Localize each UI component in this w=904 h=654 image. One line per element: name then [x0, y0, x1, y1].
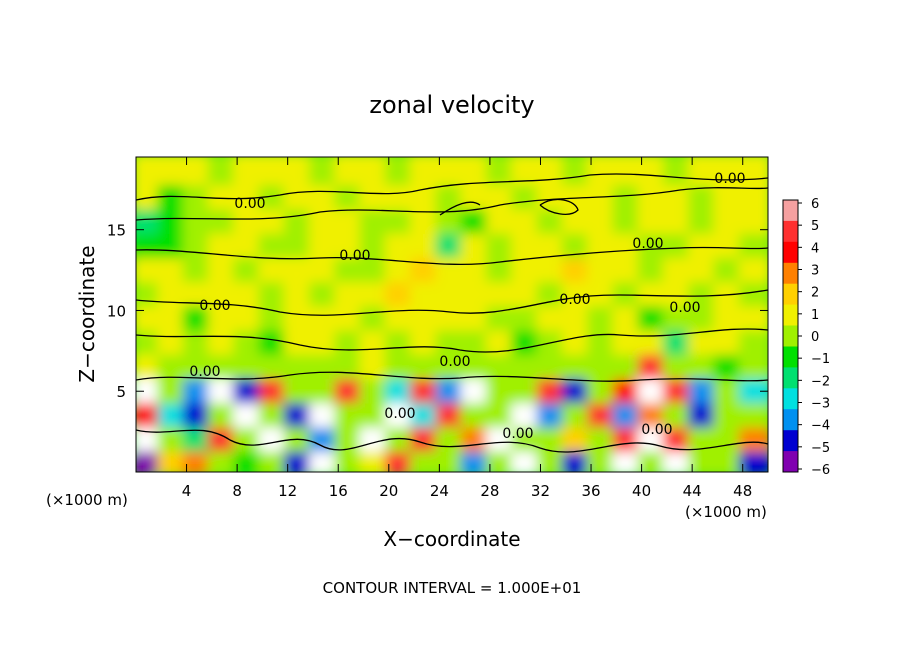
contour-label: 0.00 — [502, 426, 533, 442]
contour-label: 0.00 — [199, 298, 230, 314]
x-axis: 4 8 12 16 20 24 28 32 36 40 44 48 — [182, 157, 752, 500]
y-axis-label: Z−coordinate — [75, 245, 99, 382]
colorbar-segment — [783, 430, 798, 452]
colorbar-segment — [783, 304, 798, 326]
contour-line — [136, 246, 768, 266]
colorbar-segment — [783, 346, 798, 368]
plot-frame — [135, 156, 769, 473]
contour-interval-note: CONTOUR INTERVAL = 1.000E+01 — [323, 579, 582, 597]
contour-label: 0.00 — [632, 236, 663, 252]
colorbar-label: 3 — [811, 264, 819, 279]
contour-line — [136, 429, 768, 453]
colorbar-label: −1 — [811, 352, 830, 367]
contour-label: 0.00 — [641, 422, 672, 438]
contour-line — [136, 173, 768, 201]
y-tick-label: 10 — [107, 302, 126, 320]
x-tick-label: 44 — [683, 482, 702, 500]
chart-title: zonal velocity — [369, 91, 534, 119]
contour-label: 0.00 — [384, 406, 415, 422]
x-tick-label: 28 — [480, 482, 499, 500]
colorbar-label: −3 — [811, 397, 830, 412]
x-unit-left: (×1000 m) — [46, 491, 128, 509]
x-tick-label: 20 — [379, 482, 398, 500]
x-tick-label: 40 — [632, 482, 651, 500]
colorbar-label: 1 — [811, 308, 819, 323]
colorbar: 6 5 4 3 2 1 0 −1 −2 −3 −4 −5 −6 — [782, 197, 830, 478]
colorbar-label: 6 — [811, 197, 819, 212]
contour-label: 0.00 — [559, 292, 590, 308]
contour-line — [136, 371, 768, 382]
velocity-field — [136, 157, 768, 472]
plot-area: 0.00 0.00 0.00 0.00 0.00 0.00 0.00 0.00 0.00 0.00… — [136, 157, 768, 472]
contour-label-group: 0.00 0.00 0.00 0.00 0.00 0.00 0.00 0.00 0.00 0.00… — [189, 171, 745, 442]
colorbar-segment — [783, 283, 798, 306]
colorbar-segment — [783, 200, 798, 222]
contour-lines — [136, 173, 768, 453]
colorbar-segment — [783, 451, 798, 473]
y-axis: 5 10 15 — [107, 222, 768, 401]
contour-label: 0.00 — [439, 354, 470, 370]
x-tick-label: 24 — [430, 482, 449, 500]
contour-label: 0.00 — [714, 171, 745, 187]
contour-line — [539, 198, 579, 215]
colorbar-label: 5 — [811, 219, 819, 234]
colorbar-label: −4 — [811, 419, 830, 434]
colorbar-segment — [783, 262, 798, 285]
x-unit-right: (×1000 m) — [685, 503, 767, 521]
colorbar-label: −2 — [811, 374, 830, 389]
contour-line — [439, 201, 481, 216]
contour-line — [136, 328, 768, 353]
contour-label: 0.00 — [234, 196, 265, 212]
colorbar-label: 0 — [811, 330, 819, 345]
colorbar-segment — [783, 367, 798, 389]
x-tick-label: 32 — [531, 482, 550, 500]
x-tick-label: 4 — [182, 482, 192, 500]
contour-label: 0.00 — [669, 300, 700, 316]
colorbar-label: −5 — [811, 441, 830, 456]
contour-line — [136, 289, 768, 316]
contour-label: 0.00 — [189, 364, 220, 380]
x-tick-label: 36 — [581, 482, 600, 500]
colorbar-segment — [783, 220, 798, 243]
contour-line — [136, 187, 768, 221]
colorbar-segment — [783, 325, 798, 347]
field-cell — [738, 157, 768, 186]
y-tick-label: 5 — [116, 383, 126, 401]
x-tick-label: 16 — [329, 482, 348, 500]
contour-label: 0.00 — [339, 248, 370, 264]
x-tick-label: 8 — [232, 482, 242, 500]
x-tick-label: 48 — [733, 482, 752, 500]
colorbar-label: 4 — [811, 241, 819, 256]
colorbar-label: −6 — [811, 463, 830, 478]
colorbar-segment — [783, 388, 798, 410]
colorbar-segment — [783, 409, 798, 431]
y-tick-label: 15 — [107, 222, 126, 240]
colorbar-label: 2 — [811, 286, 819, 301]
colorbar-segment — [783, 241, 798, 264]
x-tick-label: 12 — [278, 482, 297, 500]
x-axis-label: X−coordinate — [383, 527, 520, 551]
